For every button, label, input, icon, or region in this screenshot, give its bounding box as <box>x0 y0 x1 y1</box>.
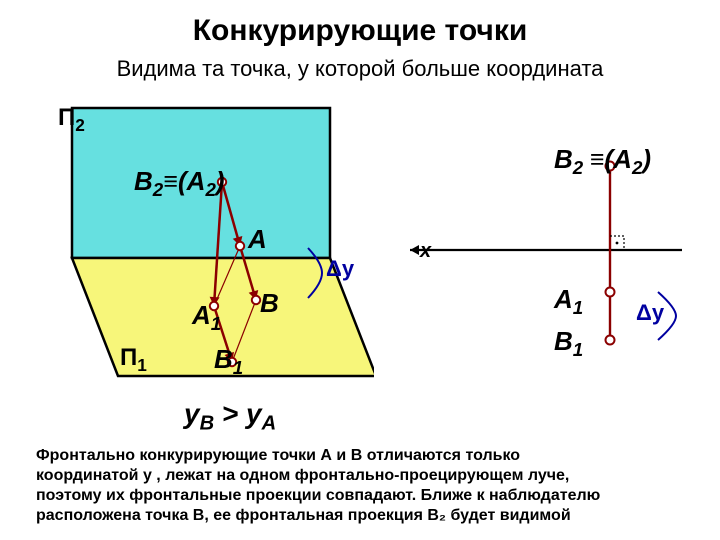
footer-line: расположена точка В, ее фронтальная прое… <box>36 506 684 526</box>
footer-line: координатой у , лежат на одном фронтальн… <box>36 466 684 486</box>
diagram-label: В2≡(А2) <box>134 166 225 201</box>
diagram-label: Δу <box>636 300 664 326</box>
diagram-label: А1 <box>554 284 583 319</box>
diagram-label: В <box>260 288 279 319</box>
diagram-label: В1 <box>214 344 243 379</box>
page-subtitle: Видима та точка, у которой больше коорди… <box>0 56 720 82</box>
diagram-label: П1 <box>120 344 147 376</box>
diagram-label: П2 <box>58 104 85 136</box>
inequality-text: уВ > уА <box>184 398 276 436</box>
footer-line: поэтому их фронтальные проекции совпадаю… <box>36 486 684 506</box>
diagram-label: А <box>248 224 267 255</box>
diagram-label: А1 <box>192 300 221 335</box>
diagram-label: Δу <box>326 256 354 282</box>
diagram-label: В2 ≡(А2) <box>554 144 651 179</box>
stage: Конкурирующие точки Видима та точка, у к… <box>0 0 720 540</box>
diagram-label: В1 <box>554 326 583 361</box>
diagram-label: x <box>420 240 431 263</box>
footer-line: Фронтально конкурирующие точки А и В отл… <box>36 446 684 466</box>
page-title: Конкурирующие точки <box>0 14 720 48</box>
footer-paragraph: Фронтально конкурирующие точки А и В отл… <box>36 446 684 526</box>
